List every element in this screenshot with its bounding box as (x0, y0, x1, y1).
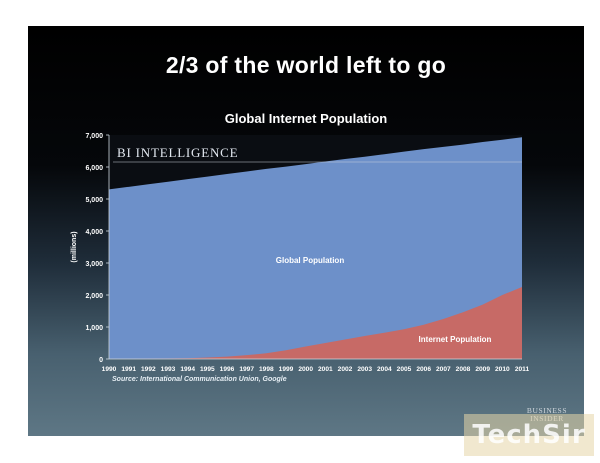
y-tick-label: 1,000 (85, 325, 103, 332)
y-tick-label: 2,000 (85, 293, 103, 300)
axes: 0 1,000 2,000 3,000 4,000 5,000 6,000 7,000 1990… (71, 133, 529, 373)
x-tick-label: 2004 (377, 366, 392, 373)
x-tick-label: 2009 (475, 366, 490, 373)
x-tick-label: 1990 (102, 366, 117, 373)
techsir-watermark: TechSir (464, 414, 594, 456)
x-tick-label: 2003 (357, 366, 372, 373)
x-tick-label: 1998 (259, 366, 274, 373)
bi-intelligence-annotation: BI INTELLIGENCE (117, 145, 238, 160)
series-label-global-population: Global Population (276, 256, 345, 265)
y-tick-label: 5,000 (85, 197, 103, 204)
x-tick-label: 2006 (416, 366, 431, 373)
x-tick-label: 2002 (338, 366, 353, 373)
y-axis-label: (millions) (71, 231, 78, 262)
x-tick-label: 2007 (436, 366, 451, 373)
x-tick-label: 1997 (239, 366, 254, 373)
plot-area (109, 135, 522, 359)
x-tick-label: 2010 (495, 366, 510, 373)
y-tick-label: 3,000 (85, 261, 103, 268)
y-tick-label: 0 (99, 357, 103, 364)
x-tick-label: 2001 (318, 366, 333, 373)
x-tick-label: 2005 (397, 366, 412, 373)
slide: 2/3 of the world left to go Global Inter… (28, 26, 584, 436)
y-tick-label: 4,000 (85, 229, 103, 236)
x-tick-label: 1996 (220, 366, 235, 373)
x-tick-label: 2008 (456, 366, 471, 373)
area-global-population (109, 137, 522, 359)
area-internet-population (109, 287, 522, 359)
slide-headline: 2/3 of the world left to go (165, 52, 447, 78)
y-tick-label: 7,000 (85, 133, 103, 140)
x-tick-label: 2000 (298, 366, 313, 373)
chart-title: Global Internet Population (224, 111, 388, 126)
series-label-internet-population: Internet Population (419, 335, 492, 344)
y-tick-label: 6,000 (85, 165, 103, 172)
chart-labels: Global Population Internet Population BI I… (113, 145, 522, 344)
x-tick-label: 1994 (180, 366, 195, 373)
x-tick-label: 1999 (279, 366, 294, 373)
x-tick-label: 1992 (141, 366, 156, 373)
x-tick-label: 1991 (121, 366, 136, 373)
x-tick-label: 1995 (200, 366, 215, 373)
chart-svg: 0 1,000 2,000 3,000 4,000 5,000 6,000 7,000 1990… (71, 133, 529, 373)
chart-source: Source: International Communication Unio… (112, 376, 287, 383)
x-tick-label: 2011 (515, 366, 530, 373)
x-tick-label: 1993 (161, 366, 176, 373)
